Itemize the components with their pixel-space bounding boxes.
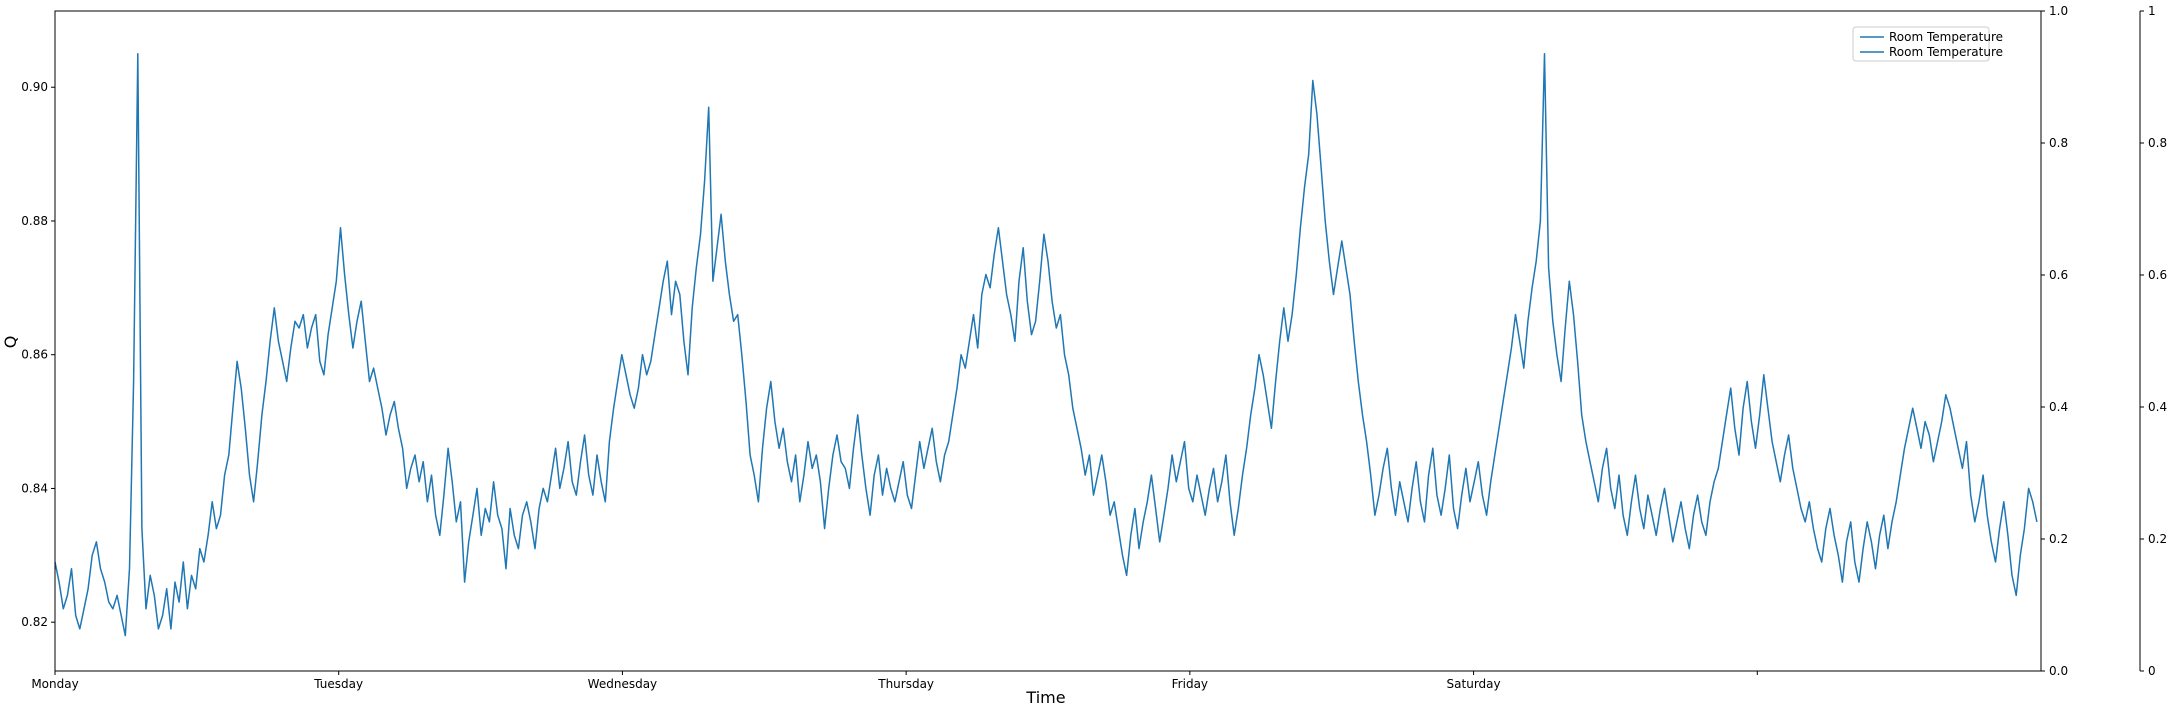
- right-axis-1-tick-label: 0.2: [2049, 532, 2068, 546]
- x-axis-title: Time: [1025, 688, 1065, 707]
- legend-label-1: Room Temperature: [1889, 30, 2003, 44]
- right-axis-2-tick-label: 0: [2148, 664, 2156, 678]
- y-tick-label: 0.84: [21, 481, 48, 495]
- legend-label-2: Room Temperature: [1889, 45, 2003, 59]
- right-axis-2-tick-label: 0.2: [2148, 532, 2167, 546]
- x-tick-label: Tuesday: [313, 677, 363, 691]
- plot-area: [54, 53, 2038, 637]
- x-axis: Monday Tuesday Wednesday Thursday Friday Satu…: [31, 671, 1758, 691]
- right-axis-2-tick-label: 0.4: [2148, 400, 2167, 414]
- right-y-axis-2: 0 0.2 0.4 0.6 0.8 1: [2139, 4, 2167, 678]
- right-y-axis-1: 0.0 0.2 0.4 0.6 0.8 1.0: [2040, 4, 2068, 678]
- x-tick-label: Wednesday: [588, 677, 657, 691]
- x-tick-label: Monday: [31, 677, 78, 691]
- right-axis-1-tick-label: 0.4: [2049, 400, 2068, 414]
- legend-box: [1852, 26, 1990, 62]
- x-tick-label: Thursday: [877, 677, 934, 691]
- right-axis-2-tick-label: 0.8: [2148, 136, 2167, 150]
- right-axis-1-tick-label: 0.8: [2049, 136, 2068, 150]
- y-tick-label: 0.90: [21, 80, 48, 94]
- x-tick-label: Saturday: [1447, 677, 1501, 691]
- y-tick-label: 0.86: [21, 348, 48, 362]
- right-axis-1-tick-label: 0.0: [2049, 664, 2068, 678]
- left-y-axis: 0.82 0.84 0.86 0.88 0.90: [21, 80, 55, 629]
- right-axis-2-tick-label: 1: [2148, 4, 2156, 18]
- legend: Room Temperature Room Temperature: [1852, 26, 2003, 62]
- y-axis-title: Q: [1, 336, 20, 349]
- right-axis-2-tick-label: 0.6: [2148, 268, 2167, 282]
- series-line-1: [54, 53, 2038, 637]
- right-axis-1-tick-label: 0.6: [2049, 268, 2068, 282]
- right-axis-1-tick-label: 1.0: [2049, 4, 2068, 18]
- y-tick-label: 0.82: [21, 615, 48, 629]
- x-tick-label: Friday: [1172, 677, 1208, 691]
- y-tick-label: 0.88: [21, 214, 48, 228]
